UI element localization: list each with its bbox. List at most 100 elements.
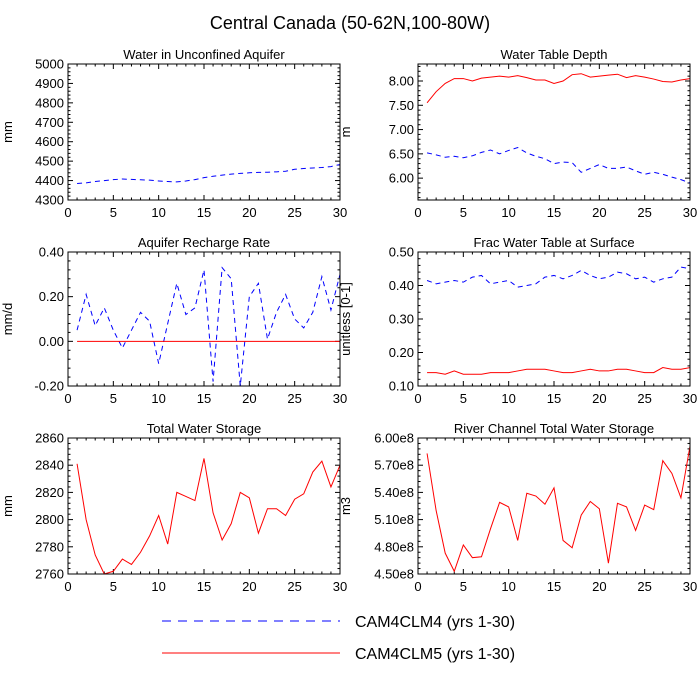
y-tick-label: 4.80e8: [374, 539, 414, 554]
y-tick-label: 4500: [35, 154, 64, 169]
x-tick-label: 0: [64, 391, 71, 406]
x-tick-label: 5: [460, 205, 467, 220]
panel-5: Total Water Storage mm 0 5 10 15 20 25 30 2760 278…: [0, 421, 347, 594]
plot-frame: [417, 437, 691, 575]
x-tick-label: 10: [151, 391, 165, 406]
legend: CAM4CLM4 (yrs 1-30) CAM4CLM5 (yrs 1-30): [162, 614, 515, 663]
y-tick-label: 0.40: [389, 278, 414, 293]
y-tick-label: 0.20: [39, 289, 64, 304]
y-tick-label: 0.50: [389, 245, 414, 260]
y-tick-label: 4600: [35, 134, 64, 149]
y-axis-label: m: [338, 127, 353, 138]
plot-frame: [67, 437, 341, 575]
y-tick-label: 5000: [35, 57, 64, 72]
legend-label-1: CAM4CLM4 (yrs 1-30): [355, 614, 515, 631]
series-group: [426, 266, 690, 375]
x-tick-label: 15: [547, 579, 561, 594]
panel-1: Water in Unconfined Aquifer mm 0 5 10 15 20 25 3…: [0, 47, 347, 220]
panel-title: River Channel Total Water Storage: [454, 421, 654, 436]
y-tick-label: 0.30: [389, 312, 414, 327]
panel-title: Frac Water Table at Surface: [473, 235, 634, 250]
panels: Water in Unconfined Aquifer mm 0 5 10 15 20 25 3…: [0, 47, 697, 594]
plot-frame: [417, 251, 691, 387]
x-tick-label: 30: [333, 205, 347, 220]
series-group: [77, 64, 340, 184]
plot-frame: [67, 251, 341, 387]
panel-title: Aquifer Recharge Rate: [138, 235, 270, 250]
x-tick-label: 20: [592, 579, 606, 594]
x-tick-label: 15: [547, 391, 561, 406]
x-tick-label: 0: [414, 205, 421, 220]
panel-title: Water in Unconfined Aquifer: [123, 47, 285, 62]
x-tick-label: 20: [592, 205, 606, 220]
x-tick-label: 15: [547, 205, 561, 220]
series-line-cam4clm4: [426, 146, 690, 184]
x-tick-label: 10: [501, 391, 515, 406]
x-tick-label: 5: [460, 579, 467, 594]
panel-6: River Channel Total Water Storage m3 0 5 10 1…: [338, 421, 697, 594]
x-tick-label: 25: [637, 391, 651, 406]
y-tick-label: 8.00: [389, 74, 414, 89]
series-line-cam4clm5: [426, 446, 690, 573]
panel-2: Water Table Depth m 0 5 10 15 20 25 30 6.00 6.50 7.…: [338, 47, 697, 220]
x-tick-label: 30: [683, 579, 697, 594]
y-tick-label: 2800: [35, 512, 64, 527]
series-group: [426, 446, 690, 573]
x-tick-label: 15: [197, 205, 211, 220]
y-axis-label: unitless [0-1]: [338, 282, 353, 356]
y-tick-label: 4700: [35, 115, 64, 130]
x-tick-label: 25: [637, 579, 651, 594]
y-tick-label: 2760: [35, 567, 64, 582]
x-tick-label: 10: [151, 579, 165, 594]
panel-3: Aquifer Recharge Rate mm/d 0 5 10 15 20 25 30 -0.…: [0, 235, 347, 406]
plot-frame: [67, 63, 341, 201]
y-tick-label: 0.40: [39, 245, 64, 260]
y-tick-label: 7.50: [389, 98, 414, 113]
series-group: [76, 266, 340, 386]
figure-title: Central Canada (50-62N,100-80W): [210, 13, 490, 33]
x-tick-label: 30: [333, 579, 347, 594]
y-tick-label: 4800: [35, 95, 64, 110]
y-tick-label: 0.10: [389, 379, 414, 394]
x-tick-label: 20: [592, 391, 606, 406]
x-tick-label: 25: [287, 205, 301, 220]
series-line-cam4clm4: [76, 266, 340, 386]
y-axis-label: mm: [0, 121, 15, 143]
x-tick-label: 30: [683, 391, 697, 406]
x-tick-label: 10: [151, 205, 165, 220]
y-tick-label: 4900: [35, 76, 64, 91]
panel-4: Frac Water Table at Surface unitless [0-1…: [338, 235, 697, 406]
y-tick-label: 2840: [35, 458, 64, 473]
x-tick-label: 5: [110, 205, 117, 220]
y-tick-label: 4300: [35, 193, 64, 208]
series-group: [76, 458, 340, 574]
x-tick-label: 0: [414, 579, 421, 594]
y-axis-label: mm/d: [0, 303, 15, 336]
x-tick-label: 20: [242, 579, 256, 594]
y-tick-label: 2780: [35, 539, 64, 554]
y-axis-label: mm: [0, 495, 15, 517]
y-tick-label: -0.20: [34, 379, 64, 394]
x-tick-label: 20: [242, 205, 256, 220]
series-group: [426, 73, 690, 184]
y-tick-label: 2820: [35, 485, 64, 500]
y-tick-label: 0.00: [39, 334, 64, 349]
y-tick-label: 6.00e8: [374, 431, 414, 446]
y-tick-label: 4400: [35, 173, 64, 188]
x-tick-label: 20: [242, 391, 256, 406]
x-tick-label: 0: [414, 391, 421, 406]
x-tick-label: 30: [683, 205, 697, 220]
y-tick-label: 6.00: [389, 171, 414, 186]
series-line-cam4clm4: [77, 163, 340, 184]
x-tick-label: 10: [501, 579, 515, 594]
series-line-cam4clm4: [426, 266, 690, 288]
plot-frame: [417, 63, 691, 201]
y-tick-label: 5.70e8: [374, 458, 414, 473]
x-tick-label: 5: [110, 391, 117, 406]
x-tick-label: 0: [64, 205, 71, 220]
x-tick-label: 5: [110, 579, 117, 594]
y-tick-label: 7.00: [389, 122, 414, 137]
y-tick-label: 4.50e8: [374, 567, 414, 582]
x-tick-label: 15: [197, 391, 211, 406]
x-tick-label: 0: [64, 579, 71, 594]
